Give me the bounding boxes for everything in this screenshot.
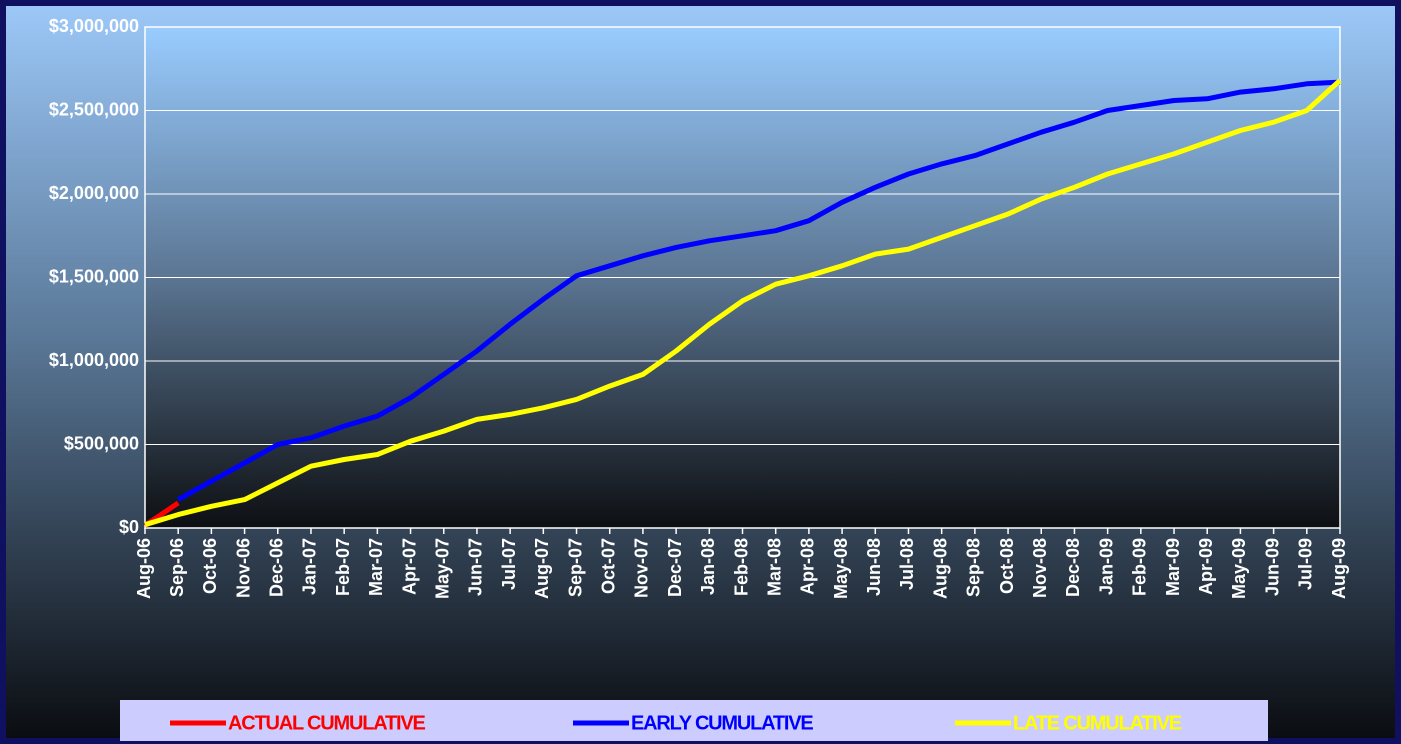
- x-tick-label: Dec-08: [1063, 538, 1083, 597]
- x-tick-label: May-08: [831, 538, 851, 599]
- y-tick-label: $0: [119, 517, 139, 537]
- x-tick-label: Jan-08: [698, 538, 718, 595]
- x-tick-label: Mar-08: [764, 538, 784, 596]
- y-tick-label: $500,000: [64, 433, 139, 453]
- x-tick-label: Jan-07: [300, 538, 320, 595]
- x-tick-label: Jun-09: [1262, 538, 1282, 596]
- x-tick-label: Dec-06: [267, 538, 287, 597]
- x-tick-label: Aug-07: [532, 538, 552, 599]
- x-tick-label: Dec-07: [665, 538, 685, 597]
- legend-label: EARLY CUMULATIVE: [631, 712, 813, 734]
- x-tick-label: Mar-07: [366, 538, 386, 596]
- x-tick-label: May-09: [1229, 538, 1249, 599]
- x-tick-label: Mar-09: [1163, 538, 1183, 596]
- x-tick-label: Aug-06: [134, 538, 154, 599]
- x-tick-label: May-07: [433, 538, 453, 599]
- x-tick-label: Jun-08: [864, 538, 884, 596]
- x-tick-label: Feb-07: [333, 538, 353, 596]
- x-tick-label: Oct-06: [200, 538, 220, 594]
- x-tick-label: Sep-06: [167, 538, 187, 597]
- x-tick-label: Feb-09: [1130, 538, 1150, 596]
- x-tick-label: Sep-07: [565, 538, 585, 597]
- y-tick-label: $2,500,000: [49, 99, 139, 119]
- x-tick-label: Aug-08: [930, 538, 950, 599]
- x-tick-label: Oct-08: [997, 538, 1017, 594]
- y-tick-label: $1,000,000: [49, 350, 139, 370]
- legend-label: ACTUAL CUMULATIVE: [228, 712, 425, 734]
- series-line: [144, 78, 1342, 528]
- series-line: [176, 79, 1341, 502]
- x-tick-label: Sep-08: [964, 538, 984, 597]
- y-tick-label: $1,500,000: [49, 266, 139, 286]
- x-tick-label: Nov-06: [233, 538, 253, 598]
- x-tick-label: Jul-07: [499, 538, 519, 590]
- x-tick-label: Apr-08: [798, 538, 818, 595]
- x-tick-label: Oct-07: [598, 538, 618, 594]
- x-tick-label: Jul-08: [897, 538, 917, 590]
- x-tick-label: Jan-09: [1096, 538, 1116, 595]
- y-tick-label: $3,000,000: [49, 16, 139, 36]
- x-tick-label: Jun-07: [466, 538, 486, 596]
- x-tick-label: Feb-08: [731, 538, 751, 596]
- x-tick-label: Apr-09: [1196, 538, 1216, 595]
- x-tick-label: Nov-08: [1030, 538, 1050, 598]
- legend: [120, 700, 1268, 741]
- x-tick-label: Nov-07: [632, 538, 652, 598]
- x-tick-label: Aug-09: [1329, 538, 1349, 599]
- y-tick-label: $2,000,000: [49, 183, 139, 203]
- legend-label: LATE CUMULATIVE: [1013, 712, 1182, 734]
- x-tick-label: Apr-07: [399, 538, 419, 595]
- x-tick-label: Jul-09: [1296, 538, 1316, 590]
